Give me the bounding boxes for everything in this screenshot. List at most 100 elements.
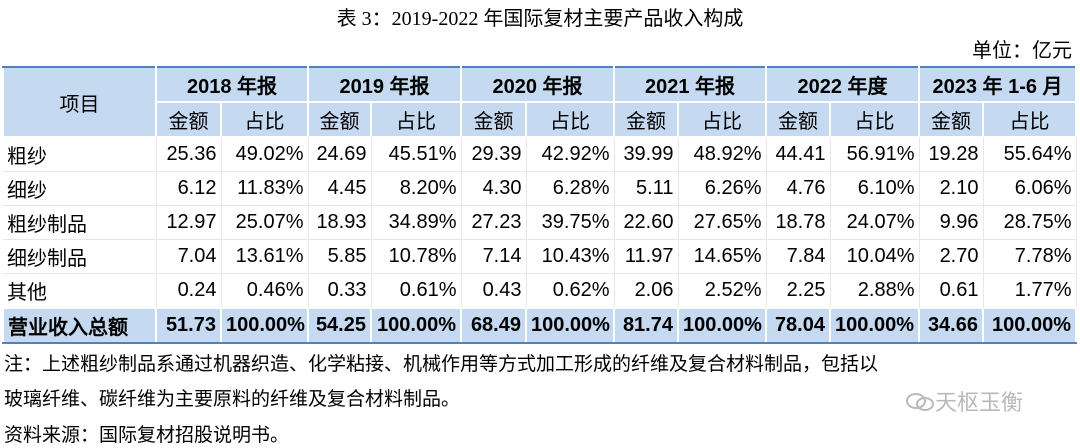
unit: 单位：亿元 — [972, 40, 1072, 62]
cell: 68.49 — [460, 307, 527, 344]
cell: 6.10% — [830, 171, 920, 206]
cell: 19.28 — [919, 137, 984, 172]
cell: 9.96 — [919, 205, 984, 240]
cell: 8.20% — [371, 171, 462, 206]
header-row: 金额 占比 金额 占比 金额 占比 金额 占比 金额 占比 金额 占比 — [3, 102, 1078, 138]
cell: 25.36 — [156, 137, 222, 172]
cell: 14.65% — [678, 239, 767, 274]
cell: 49.02% — [221, 137, 309, 172]
note: 玻璃纤维、碳纤维为主要原料的纤维及复合材料制品。 — [4, 389, 461, 410]
table-body: 粗纱 25.36 49.02% 24.69 45.51% 29.39 42.92% 39.99… — [2, 137, 1078, 344]
cell: 42.92% — [526, 137, 615, 172]
cell: 2.70 — [919, 239, 984, 274]
cell: 34.89% — [371, 205, 462, 240]
watermark-text: 天枢玉衡 — [935, 391, 1024, 416]
table-row: 营业收入总额 51.73 100.00% 54.25 100.00% 68.49 100.0… — [2, 307, 1078, 344]
sub-header: 占比 — [981, 102, 1078, 138]
table-row: 其他 0.24 0.46% 0.33 0.61% 0.43 0.62% 2.06 2.52% 2.… — [3, 273, 1077, 309]
cell: 7.14 — [461, 239, 527, 274]
cell: 6.28% — [526, 171, 615, 206]
cell: 54.25 — [307, 307, 372, 344]
cell: 0.61% — [371, 273, 462, 309]
row-label: 粗纱 — [3, 137, 157, 172]
cell: 100.00% — [220, 307, 309, 344]
cell: 0.62% — [526, 273, 615, 309]
cell: 39.99 — [614, 137, 679, 172]
cell: 11.97 — [614, 239, 679, 274]
sub-header: 占比 — [829, 102, 920, 138]
year-header: 2020 年报 — [460, 66, 615, 103]
cell: 6.26% — [678, 171, 767, 206]
source-note: 资料来源：国际复材招股说明书。 — [4, 425, 290, 446]
cell: 7.84 — [766, 239, 831, 274]
cell: 27.65% — [678, 205, 767, 240]
cell: 5.85 — [308, 239, 372, 274]
cell: 4.76 — [766, 171, 831, 206]
cell: 24.07% — [830, 205, 920, 240]
row-label: 细纱 — [3, 171, 157, 206]
cell: 22.60 — [614, 205, 679, 240]
year-header: 2019 年报 — [307, 66, 462, 103]
sub-header: 金额 — [765, 102, 831, 138]
sub-header: 金额 — [460, 102, 527, 138]
cell: 11.83% — [221, 171, 309, 206]
sub-header: 占比 — [370, 102, 462, 138]
title: 表 3：2019-2022 年国际复材主要产品收入构成 — [336, 8, 744, 30]
cell: 28.75% — [983, 205, 1077, 240]
watermark-icon — [906, 393, 934, 411]
table-row: 粗纱 25.36 49.02% 24.69 45.51% 29.39 42.92% 39.99… — [3, 137, 1077, 172]
cell: 100.00% — [981, 307, 1078, 344]
cell: 7.04 — [156, 239, 222, 274]
cell: 6.12 — [156, 171, 222, 206]
cell: 34.66 — [918, 307, 984, 344]
sub-header: 金额 — [613, 102, 679, 138]
cell: 0.46% — [221, 273, 309, 309]
cell: 2.25 — [766, 273, 831, 309]
revenue-table: 项目 2018 年报 2019 年报 2020 年报 2021 年报 2022 年度 202… — [2, 66, 1078, 344]
cell: 2.88% — [830, 273, 920, 309]
cell: 10.43% — [526, 239, 615, 274]
cell: 5.11 — [614, 171, 679, 206]
cell: 100.00% — [370, 307, 462, 344]
table-header: 项目 2018 年报 2019 年报 2020 年报 2021 年报 2022 年度 202… — [2, 66, 1078, 138]
cell: 12.97 — [156, 205, 222, 240]
cell: 0.33 — [308, 273, 372, 309]
cell: 48.92% — [678, 137, 767, 172]
cell: 27.23 — [461, 205, 527, 240]
header-row: 项目 2018 年报 2019 年报 2020 年报 2021 年报 2022 年度 202… — [2, 66, 1078, 138]
row-label: 细纱制品 — [3, 239, 157, 274]
sub-header: 金额 — [307, 102, 372, 138]
cell: 0.43 — [461, 273, 527, 309]
cell: 7.78% — [983, 239, 1077, 274]
year-header: 2021 年报 — [613, 66, 767, 103]
cell: 4.30 — [461, 171, 527, 206]
cell: 6.06% — [983, 171, 1077, 206]
table-row: 细纱 6.12 11.83% 4.45 8.20% 4.30 6.28% 5.11 6.26% 4… — [3, 171, 1077, 206]
year-header: 2022 年度 — [765, 66, 920, 103]
cell: 13.61% — [221, 239, 309, 274]
cell: 0.24 — [156, 273, 222, 309]
cell: 100.00% — [525, 307, 615, 344]
cell: 4.45 — [308, 171, 372, 206]
sub-header: 金额 — [155, 102, 222, 138]
row-label: 其他 — [3, 273, 157, 309]
sub-header: 占比 — [677, 102, 767, 138]
cell: 2.52% — [678, 273, 767, 309]
cell: 39.75% — [526, 205, 615, 240]
watermark: 天枢玉衡 — [905, 385, 1023, 417]
sub-header: 占比 — [525, 102, 615, 138]
item-header: 项目 — [2, 66, 157, 138]
cell: 81.74 — [613, 307, 679, 344]
cell: 10.78% — [371, 239, 462, 274]
cell: 29.39 — [461, 137, 527, 172]
year-header: 2023 年 1-6 月 — [917, 66, 1078, 103]
cell: 25.07% — [221, 205, 309, 240]
year-header: 2018 年报 — [155, 66, 309, 103]
row-label: 粗纱制品 — [3, 205, 157, 240]
cell: 24.69 — [308, 137, 372, 172]
sub-header: 金额 — [918, 102, 984, 138]
cell: 18.78 — [766, 205, 831, 240]
sub-header: 占比 — [220, 102, 309, 138]
cell: 51.73 — [155, 307, 222, 344]
